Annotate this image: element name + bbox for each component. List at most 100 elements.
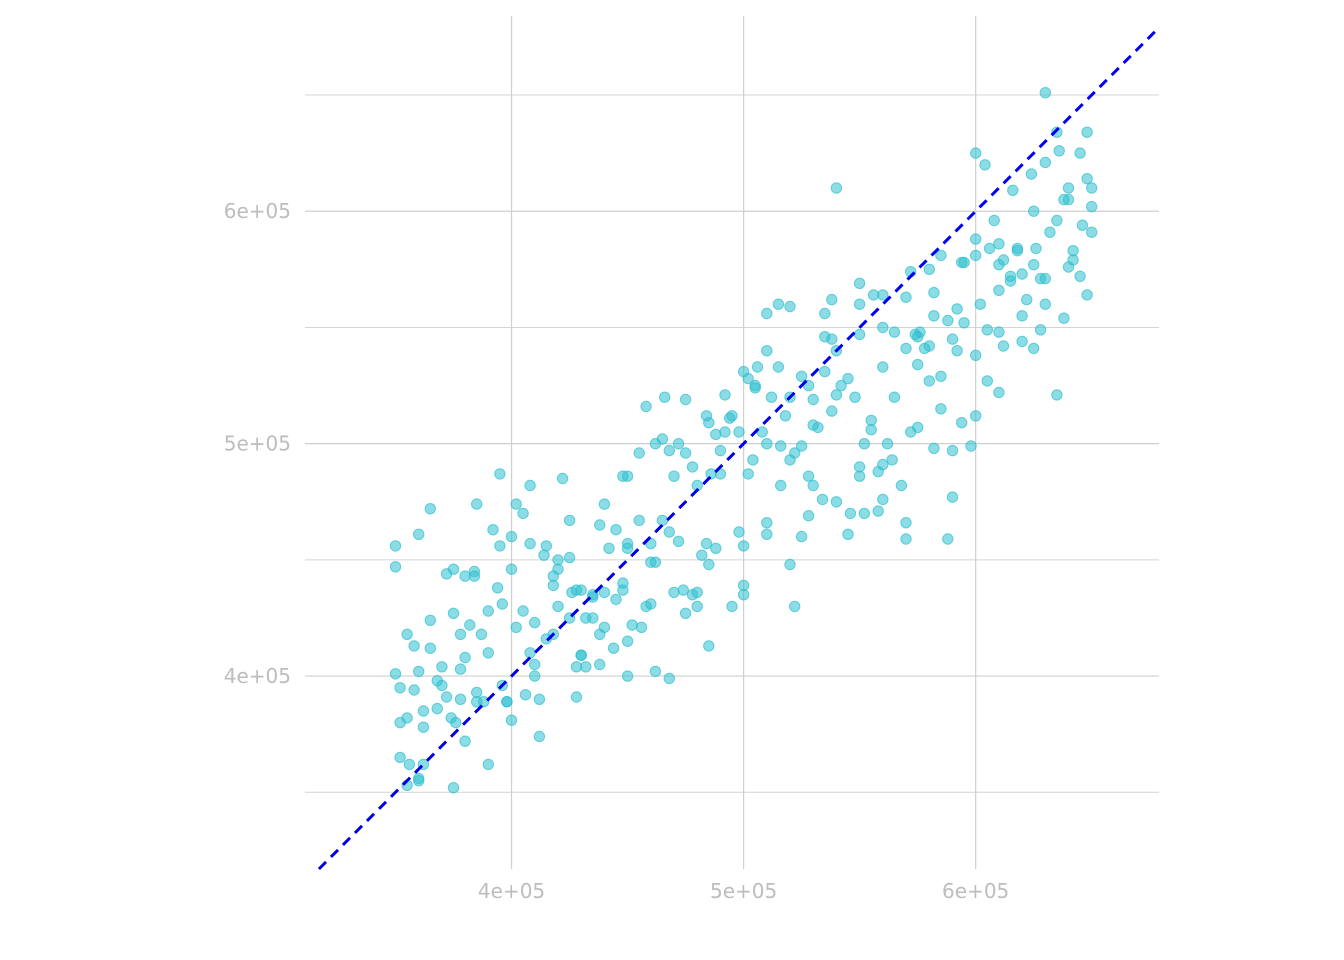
data-point (408, 684, 420, 696)
data-point (1086, 226, 1098, 238)
data-point (842, 528, 854, 540)
data-point (510, 498, 522, 510)
data-point (761, 345, 773, 357)
data-point (719, 389, 731, 401)
data-point (519, 689, 532, 701)
data-point (886, 454, 898, 466)
data-point (1044, 226, 1056, 238)
data-point (505, 530, 518, 543)
data-point (524, 479, 536, 492)
data-point (1039, 87, 1052, 99)
data-point (979, 159, 991, 171)
data-point (751, 361, 764, 373)
data-point (1039, 272, 1052, 285)
data-point (468, 565, 481, 578)
data-point (413, 775, 425, 787)
data-point (635, 621, 648, 633)
data-point (552, 600, 564, 613)
data-point (691, 600, 703, 613)
data-point (1051, 389, 1063, 401)
data-point (517, 605, 529, 617)
data-point (459, 735, 471, 747)
data-point (668, 470, 680, 482)
data-point (923, 340, 935, 352)
data-point (645, 556, 657, 568)
data-point (761, 438, 773, 450)
data-point (807, 393, 819, 406)
x-tick-label: 5e+05 (710, 879, 777, 903)
data-point (1067, 254, 1079, 266)
data-point (417, 721, 430, 733)
data-point (988, 214, 1000, 227)
data-point (802, 470, 815, 482)
data-point (965, 440, 977, 452)
data-point (775, 440, 787, 452)
data-point (830, 389, 843, 401)
data-point (494, 540, 506, 552)
data-point (993, 326, 1005, 338)
data-point (737, 589, 750, 601)
data-point (610, 524, 622, 536)
data-point (389, 668, 402, 680)
data-point (761, 307, 773, 320)
data-point (663, 444, 675, 457)
data-point (912, 331, 924, 343)
data-point (679, 447, 692, 459)
data-point (413, 665, 425, 678)
data-point (524, 537, 536, 550)
data-point (970, 147, 982, 159)
data-point (471, 696, 483, 708)
data-point (877, 321, 889, 334)
data-point (454, 663, 467, 675)
data-point (633, 447, 645, 459)
data-point (594, 519, 606, 531)
data-point (726, 600, 738, 613)
x-tick-label: 4e+05 (478, 879, 545, 903)
data-point (491, 582, 504, 594)
data-points (389, 87, 1098, 794)
data-point (547, 570, 559, 582)
data-point (570, 661, 583, 673)
data-point (795, 530, 808, 543)
data-point (394, 682, 406, 694)
data-point (563, 514, 576, 527)
data-point (677, 584, 689, 596)
data-point (552, 554, 564, 566)
data-point (633, 514, 645, 527)
data-point (540, 540, 552, 552)
data-point (844, 507, 857, 520)
data-point (1062, 193, 1075, 206)
data-point (970, 249, 982, 262)
data-point (946, 491, 959, 503)
data-point (1025, 168, 1038, 180)
data-point (923, 375, 935, 387)
data-point (881, 438, 894, 450)
data-point (640, 400, 652, 413)
data-point (447, 607, 460, 619)
data-point (621, 542, 634, 554)
data-point (529, 670, 541, 682)
data-point (710, 428, 722, 441)
data-point (1028, 342, 1040, 355)
data-point (1028, 205, 1040, 217)
data-point (533, 693, 546, 705)
data-point (533, 730, 546, 743)
data-point (877, 458, 889, 471)
data-point (482, 605, 494, 617)
data-point (900, 291, 912, 303)
data-point (617, 577, 629, 589)
data-point (482, 758, 494, 771)
data-point (1028, 259, 1040, 271)
data-point (895, 479, 908, 492)
data-point (900, 517, 912, 529)
data-point (1051, 126, 1063, 138)
data-point (487, 524, 499, 536)
y-tick-label: 6e+05 (224, 199, 291, 223)
data-point (761, 528, 773, 540)
data-point (621, 670, 634, 682)
data-point (570, 584, 583, 596)
data-point (912, 421, 924, 434)
data-point (981, 375, 993, 387)
data-point (700, 537, 713, 550)
